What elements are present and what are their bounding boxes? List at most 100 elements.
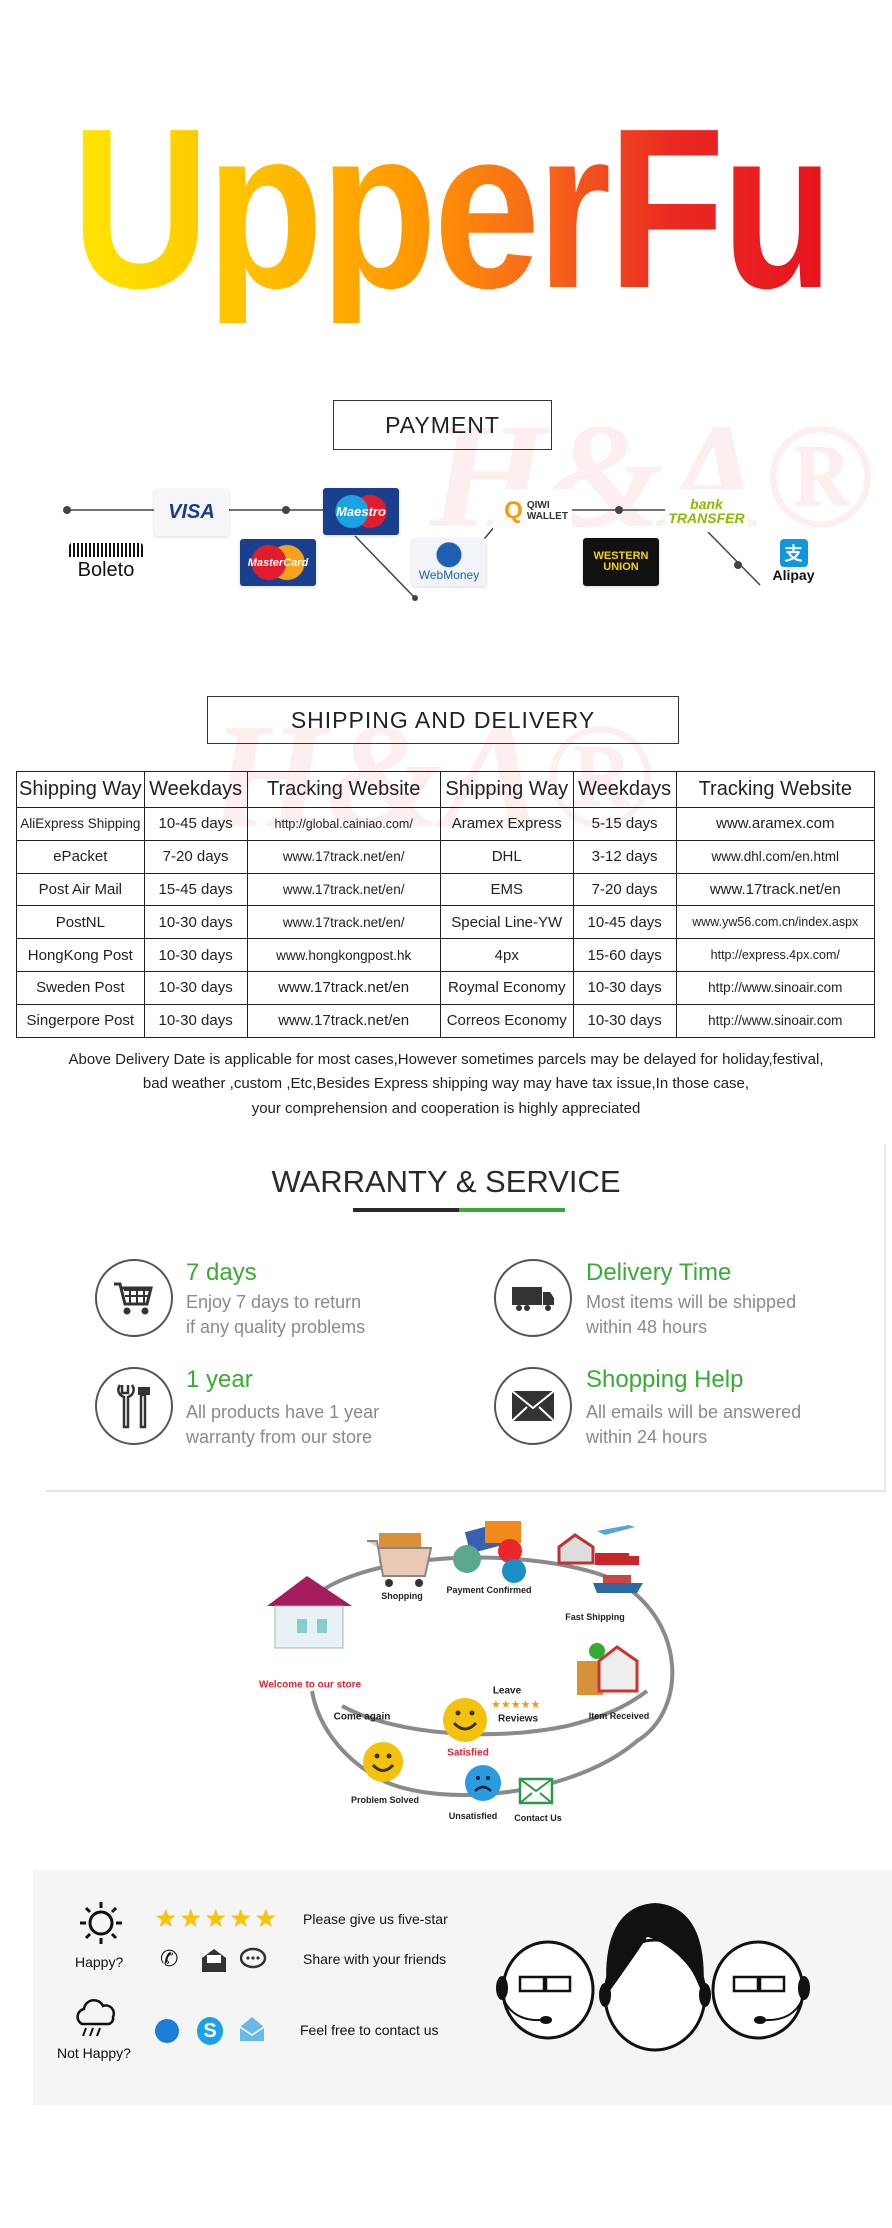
contact-text: Feel free to contact us xyxy=(300,2022,439,2038)
shipping-way-cell: HongKong Post xyxy=(16,938,145,972)
cycle-label: Satisfied xyxy=(447,1747,489,1759)
weekdays-cell: 7-20 days xyxy=(143,839,248,874)
cycle-label: Shopping xyxy=(381,1591,423,1601)
star-icon: ★ xyxy=(230,1905,252,1933)
agent-left xyxy=(496,1940,595,2040)
tools-icon xyxy=(95,1367,173,1445)
tracking-website-cell: www.17track.net/en/ xyxy=(246,872,441,907)
weekdays-cell: 10-30 days xyxy=(143,905,248,940)
star-icon: ★ xyxy=(205,1905,227,1933)
cycle-graphics: ★★★★★ xyxy=(267,1521,675,1805)
mail-icon xyxy=(202,1949,226,1972)
weekdays-cell: 10-30 days xyxy=(143,1003,248,1038)
shipping-title: SHIPPING AND DELIVERY xyxy=(207,696,679,744)
mastercard-logo: MasterCard xyxy=(240,539,316,586)
cycle-label: Problem Solved xyxy=(350,1795,420,1805)
cart-icon xyxy=(95,1259,173,1337)
table-row: ePacket 7-20 days www.17track.net/en/DHL 3-… xyxy=(16,839,876,874)
warehouse-icon xyxy=(557,1533,595,1565)
support-agents-illustration xyxy=(496,1903,810,2052)
weekdays-cell: 15-60 days xyxy=(572,938,677,972)
share-text: Share with your friends xyxy=(303,1951,447,1967)
shipping-way-cell: 4px xyxy=(439,938,574,972)
tracking-website-cell: http://global.cainiao.com/ xyxy=(246,807,441,841)
western-union-logo: WESTERN UNION xyxy=(583,538,659,586)
tracking-website-cell: www.17track.net/en/ xyxy=(246,839,441,874)
qiwi-q-icon: Q xyxy=(504,496,523,524)
smiley-solved-icon xyxy=(363,1742,403,1782)
shipping-way-cell: Singerpore Post xyxy=(16,1003,145,1038)
tracking-website-cell: www.hongkongpost.hk xyxy=(246,938,441,972)
skype-icon[interactable]: S xyxy=(197,2017,223,2045)
email-icon[interactable] xyxy=(238,2015,266,2043)
webmoney-logo: WebMoney xyxy=(412,538,486,586)
cycle-label: Reviews xyxy=(497,1713,539,1725)
brand-logo: UpperFu xyxy=(71,82,838,336)
weekdays-cell: 10-30 days xyxy=(572,970,677,1005)
happy-label: Happy? xyxy=(75,1954,124,1970)
warranty-item-desc: Most items will be shipped within 48 hour… xyxy=(586,1292,797,1337)
tracking-website-cell: www.dhl.com/en.html xyxy=(675,839,876,874)
agent-middle xyxy=(599,1903,711,2052)
weekdays-cell: 10-45 days xyxy=(572,905,677,940)
shipping-way-cell: Aramex Express xyxy=(439,807,574,841)
column-header: Shipping Way xyxy=(16,771,145,808)
column-header: Tracking Website xyxy=(246,771,441,808)
shipping-way-cell: PostNL xyxy=(16,905,145,940)
cycle-label: Welcome to our store xyxy=(258,1679,362,1691)
column-header: Shipping Way xyxy=(439,771,574,808)
table-row: AliExpress Shipping 10-45 days http://glob… xyxy=(16,807,876,841)
cycle-label: Unsatisfied xyxy=(448,1811,498,1821)
messenger-icon[interactable] xyxy=(155,2019,179,2043)
table-row: Singerpore Post 10-30 days www.17track.net… xyxy=(16,1003,876,1038)
warranty-title: WARRANTY & SERVICE xyxy=(271,1164,621,1199)
warranty-item-desc: All emails will be answered within 24 hou… xyxy=(586,1402,802,1447)
tracking-website-cell: www.17track.net/en xyxy=(246,1003,441,1038)
not-happy-label: Not Happy? xyxy=(57,2045,131,2061)
five-star-text: Please give us five-star xyxy=(303,1911,448,1927)
divider xyxy=(459,1208,565,1212)
chat-icon xyxy=(240,1947,267,1969)
weekdays-cell: 7-20 days xyxy=(572,872,677,907)
maestro-logo: Maestro xyxy=(323,488,399,535)
alipay-logo: 支 Alipay xyxy=(765,536,822,586)
column-header: Weekdays xyxy=(572,771,677,808)
payment-connectors xyxy=(63,506,761,601)
shipping-table: Shipping Way Weekdays Tracking Website Ship… xyxy=(16,771,876,1038)
shopping-cycle-diagram: ★★★★★ Shopping Payment Confirmed Fast Sh… xyxy=(167,1511,715,1835)
table-header-row: Shipping Way Weekdays Tracking Website Ship… xyxy=(16,771,876,808)
tracking-website-cell: www.17track.net/en xyxy=(675,872,876,907)
warranty-item-title: 7 days xyxy=(186,1259,257,1286)
warranty-item-desc: Enjoy 7 days to return if any quality pro… xyxy=(186,1292,366,1337)
table-row: HongKong Post 10-30 days www.hongkongpost.… xyxy=(16,938,876,972)
weekdays-cell: 3-12 days xyxy=(572,839,677,874)
cycle-label: Leave xyxy=(492,1685,522,1697)
cycle-label: Fast Shipping xyxy=(565,1612,625,1622)
credit-cards-icon xyxy=(453,1521,526,1583)
shipping-way-cell: DHL xyxy=(439,839,574,874)
payment-title: PAYMENT xyxy=(333,400,552,450)
star-icon: ★ xyxy=(155,1905,177,1933)
sad-face-icon xyxy=(465,1765,501,1801)
item-received-icon xyxy=(577,1643,639,1695)
cycle-label: Item Received xyxy=(588,1711,650,1721)
shipping-way-cell: AliExpress Shipping xyxy=(16,807,145,841)
shipping-way-cell: Sweden Post xyxy=(16,970,145,1005)
shipping-way-cell: Correos Economy xyxy=(439,1003,574,1038)
envelope-icon xyxy=(494,1367,572,1445)
shipping-way-cell: EMS xyxy=(439,872,574,907)
tracking-website-cell: www.yw56.com.cn/index.aspx xyxy=(675,905,876,940)
agent-right xyxy=(711,1940,810,2040)
warranty-item-desc: All products have 1 year warranty from ou… xyxy=(186,1402,380,1447)
delivery-note-line: your comprehension and cooperation is hi… xyxy=(251,1100,641,1117)
svg-text:★★★★★: ★★★★★ xyxy=(491,1699,540,1711)
table-row: PostNL 10-30 days www.17track.net/en/Speci… xyxy=(16,905,876,940)
weekdays-cell: 10-30 days xyxy=(143,970,248,1005)
tracking-website-cell: www.17track.net/en xyxy=(246,970,441,1005)
phone-icon: ✆ xyxy=(160,1946,179,1971)
weekdays-cell: 15-45 days xyxy=(143,872,248,907)
weekdays-cell: 10-30 days xyxy=(143,938,248,972)
visa-logo: VISA xyxy=(154,489,229,536)
cycle-label: Come again xyxy=(333,1711,391,1723)
weekdays-cell: 10-30 days xyxy=(572,1003,677,1038)
